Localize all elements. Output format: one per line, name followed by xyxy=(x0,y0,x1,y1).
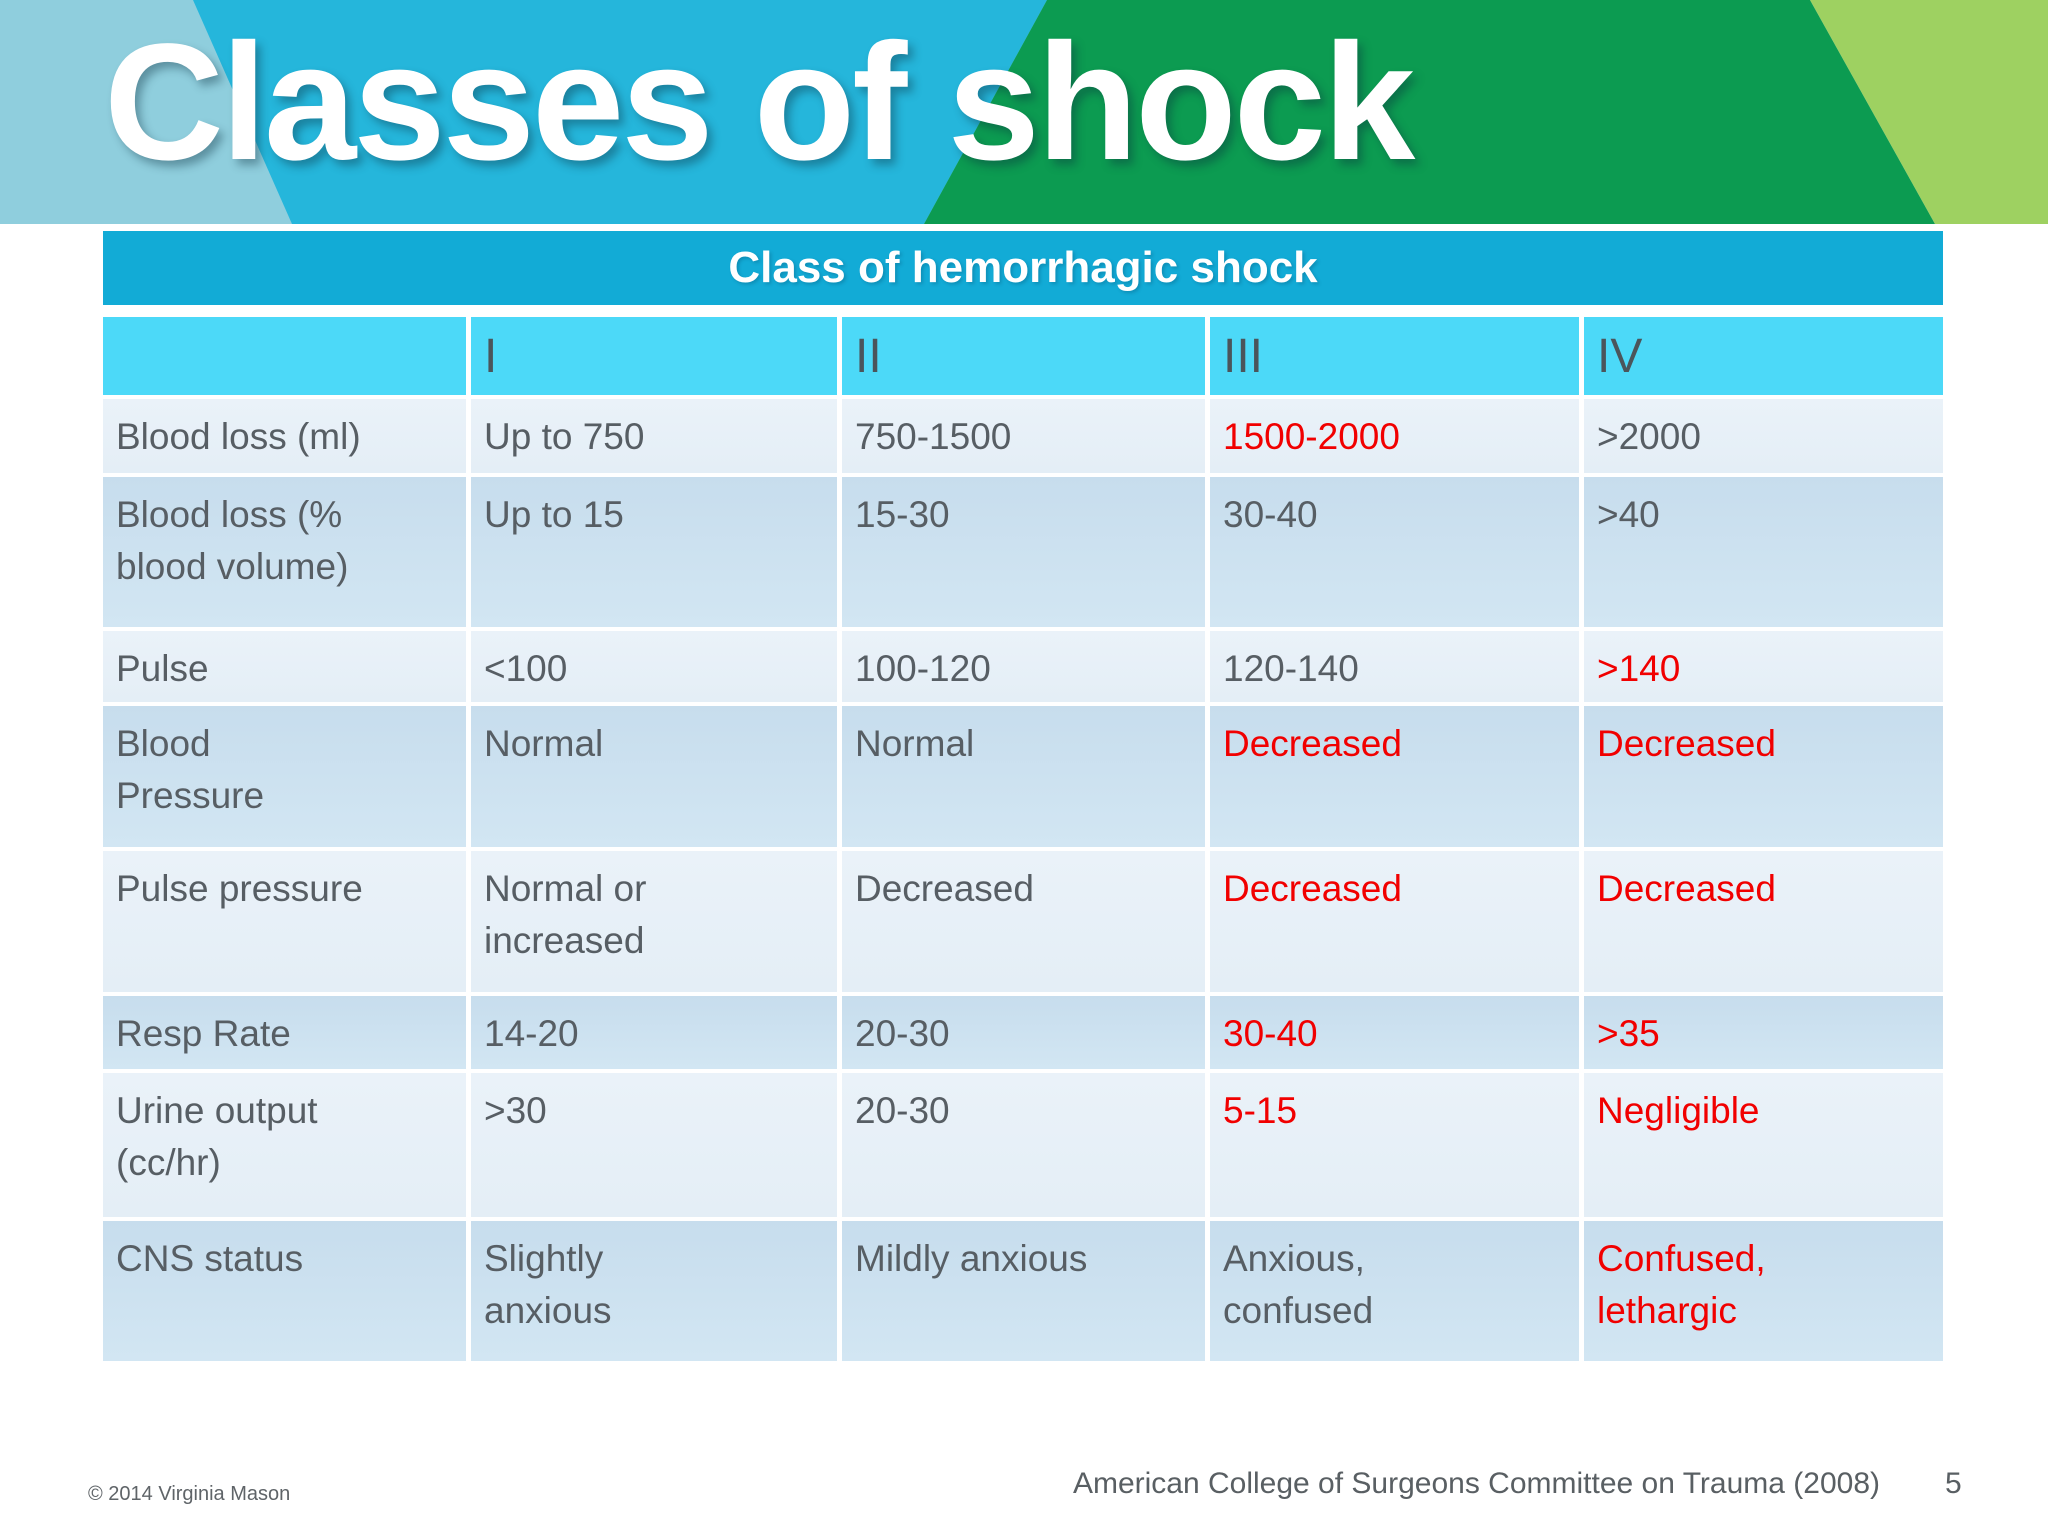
table-cell: 750-1500 xyxy=(842,399,1205,473)
row-label-urine-output: Urine output (cc/hr) xyxy=(103,1073,466,1217)
table-cell: >2000 xyxy=(1584,399,1943,473)
table-cell: Decreased xyxy=(842,851,1205,992)
table-cell: 14-20 xyxy=(471,996,837,1069)
table-cell: Slightly anxious xyxy=(471,1221,837,1361)
column-header-class-iv: IV xyxy=(1584,317,1943,395)
row-label-cns-status: CNS status xyxy=(103,1221,466,1361)
banner-dark-green-shape xyxy=(924,0,1935,224)
table-cell: 100-120 xyxy=(842,631,1205,702)
table-cell: 30-40 xyxy=(1210,996,1579,1069)
table-cell: <100 xyxy=(471,631,837,702)
row-label-resp-rate: Resp Rate xyxy=(103,996,466,1069)
table-cell: Decreased xyxy=(1210,851,1579,992)
table-cell: >30 xyxy=(471,1073,837,1217)
table-cell: 120-140 xyxy=(1210,631,1579,702)
table-title: Class of hemorrhagic shock xyxy=(103,231,1943,305)
table-cell: Negligible xyxy=(1584,1073,1943,1217)
table-cell: Up to 750 xyxy=(471,399,837,473)
table-cell: Up to 15 xyxy=(471,477,837,627)
table-cell: Normal xyxy=(842,706,1205,847)
row-label-blood-loss-percent: Blood loss (% blood volume) xyxy=(103,477,466,627)
page-number: 5 xyxy=(1945,1467,1962,1500)
shock-table: Class of hemorrhagic shock I II III IV B… xyxy=(103,231,1943,1361)
row-label-pulse-pressure: Pulse pressure xyxy=(103,851,466,992)
table-cell: Confused, lethargic xyxy=(1584,1221,1943,1361)
column-header-blank xyxy=(103,317,466,395)
table-cell: Decreased xyxy=(1584,706,1943,847)
table-cell: Decreased xyxy=(1584,851,1943,992)
row-label-pulse: Pulse xyxy=(103,631,466,702)
footer-attribution: American College of Surgeons Committee o… xyxy=(1072,1467,1880,1500)
table-cell: 30-40 xyxy=(1210,477,1579,627)
table-cell: Normal xyxy=(471,706,837,847)
column-header-class-iii: III xyxy=(1210,317,1579,395)
header-banner: Classes of shock xyxy=(0,0,2048,224)
table-cell: Normal or increased xyxy=(471,851,837,992)
table-cell: Decreased xyxy=(1210,706,1579,847)
table-cell: Mildly anxious xyxy=(842,1221,1205,1361)
column-header-class-i: I xyxy=(471,317,837,395)
table-cell: 1500-2000 xyxy=(1210,399,1579,473)
table-cell: >35 xyxy=(1584,996,1943,1069)
row-label-blood-loss-ml: Blood loss (ml) xyxy=(103,399,466,473)
table-cell: 15-30 xyxy=(842,477,1205,627)
table-cell: 20-30 xyxy=(842,1073,1205,1217)
table-cell: 20-30 xyxy=(842,996,1205,1069)
row-label-blood-pressure: Blood Pressure xyxy=(103,706,466,847)
column-header-class-ii: II xyxy=(842,317,1205,395)
table-cell: Anxious, confused xyxy=(1210,1221,1579,1361)
table-cell: >40 xyxy=(1584,477,1943,627)
banner-blue-shape xyxy=(193,0,1047,224)
table-grid: I II III IV Blood loss (ml) Up to 750 75… xyxy=(103,317,1943,1361)
table-cell: 5-15 xyxy=(1210,1073,1579,1217)
table-cell: >140 xyxy=(1584,631,1943,702)
footer-copyright: © 2014 Virginia Mason xyxy=(88,1483,291,1505)
slide-title: Classes of shock xyxy=(104,10,1415,195)
